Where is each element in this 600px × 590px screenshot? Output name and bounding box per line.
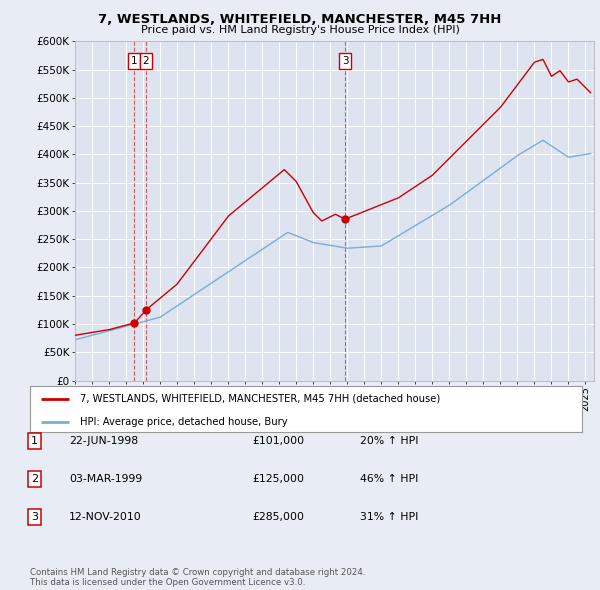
Text: £101,000: £101,000 [252,437,304,446]
Text: 03-MAR-1999: 03-MAR-1999 [69,474,142,484]
Text: 46% ↑ HPI: 46% ↑ HPI [360,474,418,484]
Text: 22-JUN-1998: 22-JUN-1998 [69,437,138,446]
Text: 7, WESTLANDS, WHITEFIELD, MANCHESTER, M45 7HH: 7, WESTLANDS, WHITEFIELD, MANCHESTER, M4… [98,13,502,26]
Text: £125,000: £125,000 [252,474,304,484]
Text: 1: 1 [31,437,38,446]
Text: 2: 2 [31,474,38,484]
Text: 3: 3 [31,512,38,522]
Text: 31% ↑ HPI: 31% ↑ HPI [360,512,418,522]
Text: 1: 1 [131,56,137,66]
Text: 2: 2 [143,56,149,66]
Text: HPI: Average price, detached house, Bury: HPI: Average price, detached house, Bury [80,417,287,427]
Text: 20% ↑ HPI: 20% ↑ HPI [360,437,419,446]
Text: 7, WESTLANDS, WHITEFIELD, MANCHESTER, M45 7HH (detached house): 7, WESTLANDS, WHITEFIELD, MANCHESTER, M4… [80,394,440,404]
Text: Price paid vs. HM Land Registry's House Price Index (HPI): Price paid vs. HM Land Registry's House … [140,25,460,35]
Text: 12-NOV-2010: 12-NOV-2010 [69,512,142,522]
Text: 3: 3 [342,56,349,66]
Text: Contains HM Land Registry data © Crown copyright and database right 2024.
This d: Contains HM Land Registry data © Crown c… [30,568,365,587]
Text: £285,000: £285,000 [252,512,304,522]
